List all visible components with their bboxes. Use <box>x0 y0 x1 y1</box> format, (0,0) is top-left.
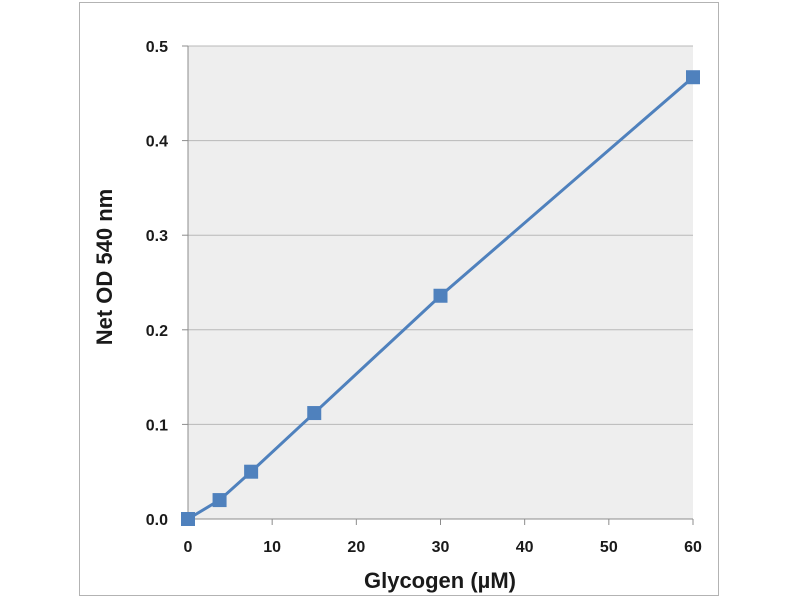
axes <box>182 45 694 525</box>
data-point <box>686 70 700 85</box>
x-tick-label: 10 <box>263 539 281 556</box>
y-tick-label: 0.3 <box>146 228 168 245</box>
data-point <box>212 493 227 508</box>
y-tick-label: 0.1 <box>146 417 168 434</box>
x-tick-label: 20 <box>347 539 365 556</box>
x-tick-label: 60 <box>684 539 702 556</box>
data-point <box>181 512 195 526</box>
y-tick-label: 0.5 <box>146 39 168 56</box>
gridlines <box>188 45 693 425</box>
x-tick-labels: 0 10 20 30 40 50 60 <box>184 539 702 556</box>
x-tick-label: 40 <box>516 539 534 556</box>
x-tick-label: 50 <box>600 539 618 556</box>
x-tick-label: 30 <box>432 539 450 556</box>
data-point <box>433 288 448 303</box>
x-tick-label: 0 <box>184 539 193 556</box>
y-tick-labels: 0.0 0.1 0.2 0.3 0.4 0.5 <box>146 39 168 529</box>
y-tick-label: 0.2 <box>146 323 168 340</box>
data-point <box>307 406 322 421</box>
x-axis-title: Glycogen (µM) <box>364 568 516 593</box>
data-point <box>244 464 259 479</box>
y-tick-label: 0.4 <box>146 134 168 151</box>
y-axis-title: Net OD 540 nm <box>92 189 117 346</box>
y-tick-label: 0.0 <box>146 512 168 529</box>
plot-area <box>188 46 693 519</box>
data-point-markers <box>181 70 700 526</box>
